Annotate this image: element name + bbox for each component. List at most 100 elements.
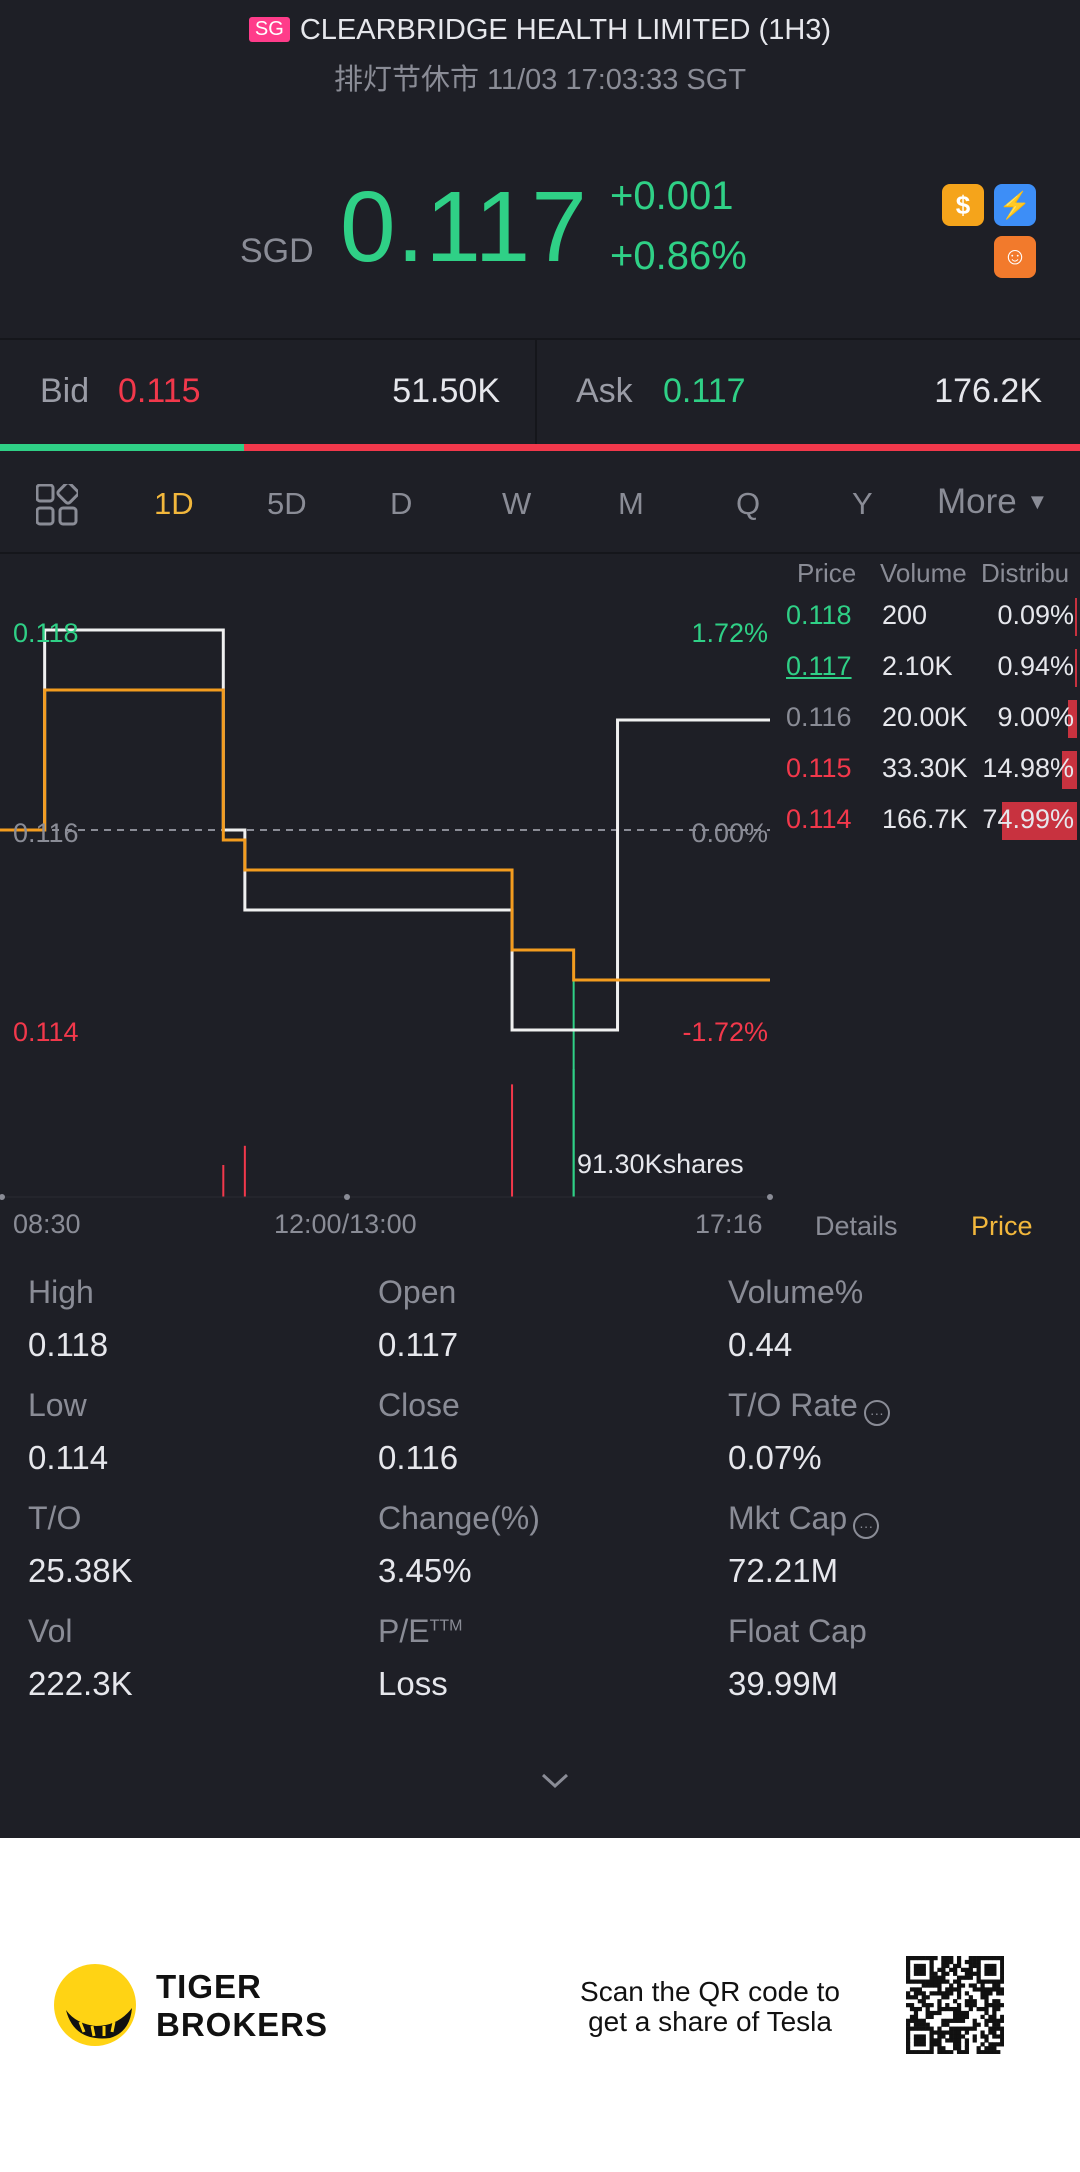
orderbook-distribution: 0.09% xyxy=(997,600,1074,630)
market-badge: SG xyxy=(248,17,290,42)
stat-value-p-e: Loss xyxy=(378,1665,448,1702)
details-tab[interactable]: Details xyxy=(815,1211,898,1241)
ask-ratio-bar xyxy=(244,444,1080,451)
market-status: 排灯节休市 11/03 17:03:33 SGT xyxy=(333,64,747,96)
orderbook-price: 0.118 xyxy=(786,600,852,630)
x-label-end: 17:16 xyxy=(695,1209,763,1239)
promo-footer: TIGER BROKERS Scan the QR code to get a … xyxy=(0,1838,1080,2172)
tab-more[interactable]: More ▼ xyxy=(937,482,1048,522)
volume-bar xyxy=(222,1165,225,1197)
distribution-bar xyxy=(1068,700,1077,738)
stat-label-mkt-cap: Mkt Cap ··· xyxy=(728,1500,880,1539)
distribution-bar xyxy=(1002,802,1077,840)
y-label-high: 0.118 xyxy=(13,618,79,648)
orderbook-volume: 166.7K xyxy=(882,804,968,834)
orderbook-distribution: 14.98% xyxy=(982,753,1074,783)
currency-label: SGD xyxy=(240,232,314,270)
stat-label-low: Low xyxy=(28,1387,87,1423)
stat-label-volume: Volume% xyxy=(728,1274,864,1310)
stock-title: SG CLEARBRIDGE HEALTH LIMITED (1H3) xyxy=(0,14,1080,47)
orderbook-distribution: 74.99% xyxy=(982,804,1074,834)
ob-header-dist: Distribu xyxy=(981,558,1070,588)
pct-label-low: -1.72% xyxy=(682,1017,768,1047)
stat-label-close: Close xyxy=(378,1387,460,1423)
tab-d[interactable]: D xyxy=(390,486,413,521)
tab-w[interactable]: W xyxy=(502,486,532,521)
orderbook-distribution: 9.00% xyxy=(997,702,1074,732)
period-tabs: 1D 5D D W M Q Y More ▼ xyxy=(0,462,1080,554)
x-label-start: 08:30 xyxy=(13,1209,81,1239)
info-more-icon[interactable]: ··· xyxy=(863,1400,890,1426)
stock-name: CLEARBRIDGE HEALTH LIMITED (1H3) xyxy=(299,14,832,46)
stat-value-high: 0.118 xyxy=(28,1326,109,1363)
bid-label: Bid xyxy=(40,372,90,410)
stat-value-mkt-cap: 72.21M xyxy=(728,1552,839,1589)
axis-dot xyxy=(0,1194,5,1200)
volume-bar xyxy=(243,1145,246,1197)
ask-label: Ask xyxy=(576,372,633,410)
orderbook-row: 0.117 2.10K 0.94% xyxy=(780,647,1080,691)
orderbook-volume: 200 xyxy=(882,600,928,630)
promo-line2: get a share of Tesla xyxy=(588,2006,832,2037)
volume-bar xyxy=(511,1084,514,1197)
bid-price: 0.115 xyxy=(118,372,201,410)
margin-icon[interactable]: ☺ xyxy=(994,236,1036,278)
lightning-icon[interactable]: ⚡ xyxy=(994,184,1036,226)
volume-tooltip: 91.30Kshares xyxy=(577,1149,744,1179)
stat-value-open: 0.117 xyxy=(378,1326,459,1363)
orderbook-price: 0.117 xyxy=(786,651,852,681)
stat-label-open: Open xyxy=(378,1274,457,1310)
ask-size: 176.2K xyxy=(934,372,1042,410)
tab-5d[interactable]: 5D xyxy=(267,486,307,521)
orderbook-row: 0.118 200 0.09% xyxy=(780,596,1080,640)
stat-value-float-cap: 39.99M xyxy=(728,1665,839,1702)
expand-chevron-icon[interactable] xyxy=(541,1772,569,1796)
pct-label-mid: 0.00% xyxy=(691,818,768,848)
brand-line2: BROKERS xyxy=(156,2006,329,2043)
tiger-logo-icon xyxy=(54,1964,136,2046)
pct-label-high: 1.72% xyxy=(691,618,768,648)
brand-line1: TIGER xyxy=(156,1968,262,2005)
stat-label-change: Change(%) xyxy=(378,1500,540,1536)
divider xyxy=(535,340,537,446)
y-label-mid: 0.116 xyxy=(13,818,79,848)
stat-value-t-o: 25.38K xyxy=(28,1552,133,1589)
dropdown-icon: ▼ xyxy=(1026,489,1049,514)
intraday-chart[interactable] xyxy=(0,552,780,1232)
stat-label-float-cap: Float Cap xyxy=(728,1613,867,1649)
price-change-pct: +0.86% xyxy=(610,234,747,278)
stat-value-volume: 0.44 xyxy=(728,1326,793,1363)
tab-1d[interactable]: 1D xyxy=(154,486,194,521)
bid-ask-bar: Bid 0.115 51.50K Ask 0.117 176.2K xyxy=(0,338,1080,446)
dollar-icon[interactable]: $ xyxy=(942,184,984,226)
pe-ttm-sup: TTM xyxy=(429,1617,463,1635)
distribution-bar xyxy=(1075,598,1077,636)
qr-code-icon[interactable] xyxy=(906,1956,1004,2054)
orderbook-row: 0.116 20.00K 9.00% xyxy=(780,698,1080,742)
stat-value-vol: 222.3K xyxy=(28,1665,133,1702)
x-label-mid: 12:00/13:00 xyxy=(274,1209,417,1239)
avg-price-line xyxy=(0,688,770,982)
stat-label-t-o: T/O xyxy=(28,1500,82,1536)
orderbook-row: 0.115 33.30K 14.98% xyxy=(780,749,1080,793)
orderbook-volume: 20.00K xyxy=(882,702,968,732)
tab-q[interactable]: Q xyxy=(736,486,761,521)
price-change: +0.001 xyxy=(610,174,734,218)
axis-dot xyxy=(767,1194,773,1200)
tab-m[interactable]: M xyxy=(618,486,644,521)
distribution-bar xyxy=(1075,649,1077,687)
stat-value-low: 0.114 xyxy=(28,1439,109,1476)
layout-grid-icon[interactable] xyxy=(36,484,78,526)
price-tab[interactable]: Price xyxy=(971,1211,1033,1241)
orderbook-row: 0.114 166.7K 74.99% xyxy=(780,800,1080,844)
stat-label-high: High xyxy=(28,1274,94,1310)
info-more-icon[interactable]: ··· xyxy=(853,1513,880,1539)
axis-dot xyxy=(344,1194,350,1200)
orderbook-volume: 33.30K xyxy=(882,753,968,783)
bid-size: 51.50K xyxy=(392,372,500,410)
stat-label-vol: Vol xyxy=(28,1613,73,1649)
orderbook-price: 0.115 xyxy=(786,753,852,783)
y-label-low: 0.114 xyxy=(13,1017,79,1047)
tab-y[interactable]: Y xyxy=(852,486,873,521)
promo-line1: Scan the QR code to xyxy=(580,1976,840,2007)
